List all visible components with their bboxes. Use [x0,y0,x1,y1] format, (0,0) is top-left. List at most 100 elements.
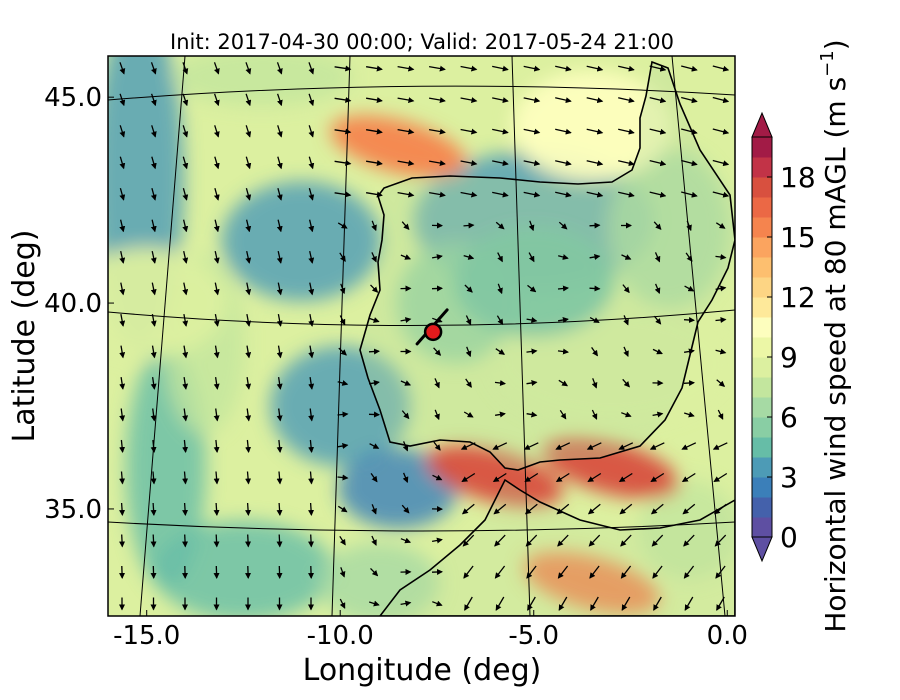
wind-arrow [150,125,157,138]
colorbar-tick-label: 9 [780,341,798,374]
wind-arrow [557,565,569,579]
wind-arrow [371,252,377,263]
wind-arrow [558,254,569,260]
wind-arrow [308,471,315,485]
wind-arrow [119,62,126,75]
wind-arrow [334,191,352,198]
colorbar-tick-label: 12 [780,281,816,314]
wind-arrow [119,93,126,107]
wind-arrow [339,535,346,546]
wind-arrow [589,285,601,292]
colorbar-segment [752,517,772,538]
wind-arrow [150,502,157,516]
wind-arrow [119,534,126,548]
wind-arrow [715,285,727,292]
x-tick-label: -15.0 [113,621,180,651]
wind-arrow [245,250,252,264]
wind-arrow [276,282,283,296]
wind-arrow [713,503,727,515]
wind-arrow [276,377,283,390]
colorbar-tick-label: 6 [780,401,798,434]
wind-arrow [119,250,126,264]
wind-arrow [586,442,602,450]
wind-arrow [681,65,698,72]
wind-arrow [586,97,604,104]
wind-arrow [182,250,189,264]
wind-arrow [651,534,664,547]
wind-arrow [492,472,507,483]
wind-arrow [182,313,189,327]
wind-arrow [369,600,380,607]
wind-speed-patch [221,181,382,302]
wind-arrow [433,347,442,356]
wind-arrow [337,443,349,449]
wind-arrow [400,380,412,386]
wind-arrow [213,534,220,548]
wind-arrow [559,409,567,420]
wind-arrow [555,442,571,450]
wind-arrow [618,442,634,450]
wind-arrow [397,97,415,103]
colorbar-segment [752,397,772,418]
wind-arrow [182,502,189,516]
wind-arrow [182,188,189,201]
wind-arrow [587,503,601,515]
wind-arrow [461,472,476,483]
wind-speed-patch [270,346,411,466]
wind-arrow [460,65,478,72]
wind-arrow [428,128,446,135]
wind-arrow [715,348,727,355]
wind-arrow [150,250,157,264]
colorbar-segment [752,437,772,458]
wind-arrow [368,380,380,386]
wind-arrow [245,93,252,107]
wind-arrow [494,411,506,418]
wind-arrow [523,191,541,198]
wind-arrow [433,441,441,451]
wind-arrow [463,222,475,229]
wind-arrow [213,377,220,390]
wind-arrow [400,600,412,607]
wind-arrow [276,502,283,516]
colorbar-segment [752,237,772,258]
wind-arrow [492,191,509,198]
wind-arrow [182,345,189,359]
wind-arrow [681,96,698,104]
wind-arrow [119,188,126,201]
parallel-35 [108,521,735,532]
wind-arrow [523,65,541,72]
colorbar-segment [752,137,772,158]
wind-arrow [371,504,377,515]
wind-arrow [556,503,570,515]
wind-arrow [245,62,252,75]
wind-arrow [337,411,349,418]
wind-arrow [715,254,727,260]
wind-arrow [276,93,283,107]
wind-arrow [465,378,472,388]
colorbar-segment [752,417,772,438]
wind-speed-patch [153,520,334,616]
wind-arrow [245,282,252,296]
wind-arrow [681,159,698,167]
wind-arrow [370,284,379,293]
colorbar-extend-min [751,536,773,563]
wind-arrow [715,222,726,229]
wind-arrow [523,97,541,104]
wind-arrow [276,156,283,170]
wind-arrow [308,502,315,516]
wind-arrow [526,317,538,323]
colorbar-tick-label: 0 [780,521,798,554]
wind-arrow [464,284,473,293]
wind-speed-region [108,248,227,359]
wind-arrow [715,317,727,323]
wind-arrow [623,346,629,358]
x-tick-label: -5.0 [508,621,559,651]
wind-arrow [365,65,383,72]
wind-arrow [245,502,252,516]
wind-speed-patch [318,543,439,616]
colorbar-tick-label: 3 [780,461,798,494]
wind-arrow [428,97,446,103]
wind-arrow [652,411,664,418]
wind-arrow [119,219,126,233]
wind-arrow [555,160,572,167]
